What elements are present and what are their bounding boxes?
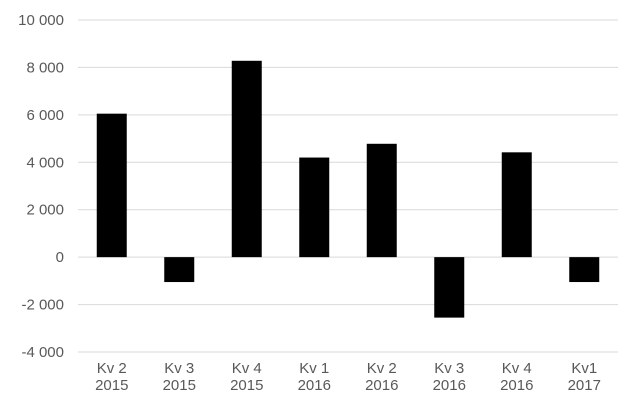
bar xyxy=(434,257,465,318)
x-category-label: Kv 4 2015 xyxy=(230,360,263,394)
bars xyxy=(96,60,600,318)
y-tick-label: 0 xyxy=(56,249,64,266)
y-tick-label: -2 000 xyxy=(21,297,64,314)
x-category-label: Kv 4 2016 xyxy=(500,360,533,394)
grid-lines xyxy=(78,19,618,353)
x-category-label: Kv 3 2015 xyxy=(163,360,196,394)
bar xyxy=(164,257,195,283)
y-tick-label: -4 000 xyxy=(21,344,64,361)
bar xyxy=(569,257,600,283)
y-tick-label: 10 000 xyxy=(18,12,64,29)
bar xyxy=(366,143,397,258)
y-tick-label: 2 000 xyxy=(26,202,64,219)
x-category-label: Kv 1 2016 xyxy=(298,360,331,394)
y-tick-label: 8 000 xyxy=(26,59,64,76)
y-tick-label: 4 000 xyxy=(26,154,64,171)
bar xyxy=(231,60,262,258)
x-category-label: Kv 2 2016 xyxy=(365,360,398,394)
x-category-label: Kv1 2017 xyxy=(568,360,601,394)
bar xyxy=(96,113,127,258)
y-tick-label: 6 000 xyxy=(26,107,64,124)
x-axis-category-labels: Kv 2 2015 Kv 3 2015 Kv 4 2015 Kv 1 2016 Kv 2 2016… xyxy=(95,360,601,394)
x-category-label: Kv 3 2016 xyxy=(433,360,466,394)
x-category-label: Kv 2 2015 xyxy=(95,360,128,394)
bar xyxy=(501,152,532,258)
bar xyxy=(299,157,330,258)
y-axis-tick-labels: -4 000 -2 000 0 2 000 4 000 6 000 8 000 10 000 xyxy=(18,12,64,361)
